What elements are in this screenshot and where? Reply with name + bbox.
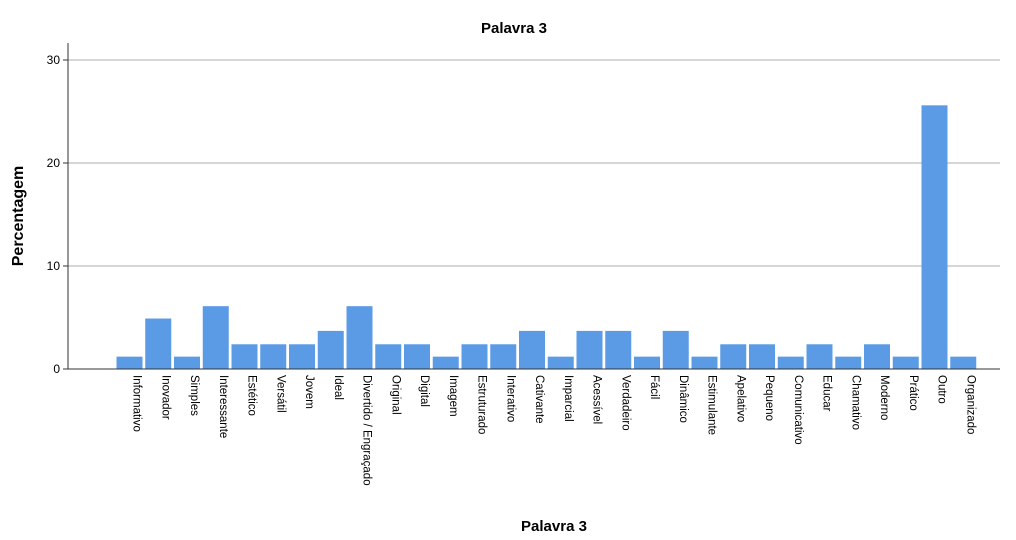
x-tick-label: Simples: [188, 375, 200, 416]
x-tick-label: Fácil: [648, 375, 660, 399]
x-tick-label: Informativo: [131, 375, 143, 432]
x-tick-label: Pequeno: [763, 375, 775, 421]
y-tick-label: 0: [53, 362, 60, 376]
bar: [289, 344, 315, 369]
x-tick-labels: Informativo Inovador Simples Interessante Es…: [131, 375, 977, 486]
bar: [749, 344, 775, 369]
x-tick-label: Original: [389, 375, 401, 415]
bar: [950, 356, 977, 369]
bar: [921, 105, 948, 369]
bar: [576, 330, 603, 369]
x-tick-label: Cativante: [533, 375, 545, 424]
x-tick-label: Estimulante: [706, 375, 718, 435]
bar: [174, 356, 200, 369]
bar: [662, 330, 689, 369]
x-tick-label: Jovem: [303, 375, 315, 409]
y-tick-labels: 0 10 20 30: [47, 53, 61, 376]
x-tick-label: Dinâmico: [677, 375, 689, 423]
x-tick-label: Estético: [246, 375, 258, 416]
bar: [116, 356, 143, 369]
bar: [519, 330, 545, 369]
y-axis-label: Percentagem: [10, 166, 27, 267]
bar: [145, 318, 172, 369]
gridlines: [68, 59, 1000, 267]
x-tick-label: Organizado: [964, 375, 976, 434]
bar: [231, 344, 258, 369]
bars: [116, 105, 977, 369]
bar: [806, 344, 833, 369]
x-tick-label: Acessível: [591, 375, 603, 424]
x-tick-label: Estruturado: [476, 375, 488, 434]
x-tick-label: Interessante: [217, 375, 229, 438]
bar: [892, 356, 919, 369]
bar: [404, 344, 430, 369]
x-tick-label: Inovador: [159, 375, 171, 420]
x-tick-label: Outro: [936, 375, 948, 404]
bar: [432, 356, 459, 369]
x-tick-label: Imparcial: [562, 375, 574, 422]
axes: [63, 43, 1000, 370]
bar: [375, 344, 402, 369]
chart-title: Palavra 3: [481, 20, 547, 37]
bar: [461, 344, 488, 369]
bar: [346, 306, 373, 369]
bar: [691, 356, 718, 369]
x-tick-label: Divertido / Engraçado: [361, 375, 373, 486]
bar: [490, 344, 517, 369]
bar: [605, 330, 632, 369]
bar: [835, 356, 862, 369]
bar: [864, 344, 890, 369]
x-tick-label: Versátil: [274, 375, 286, 413]
bar: [547, 356, 574, 369]
bar: [260, 344, 287, 369]
x-tick-label: Apelativo: [734, 375, 746, 422]
x-tick-label: Educar: [821, 375, 833, 412]
x-axis-label: Palavra 3: [521, 518, 587, 535]
x-tick-label: Interativo: [504, 375, 516, 422]
x-tick-label: Digital: [418, 375, 430, 407]
bar: [777, 356, 804, 369]
x-tick-label: Moderno: [878, 375, 890, 420]
y-tick-label: 10: [47, 259, 61, 273]
x-tick-label: Comunicativo: [792, 375, 804, 445]
x-tick-label: Chamativo: [849, 375, 861, 430]
bar: [720, 344, 747, 369]
y-tick-label: 30: [47, 53, 61, 67]
x-tick-label: Prático: [907, 375, 919, 411]
x-tick-label: Verdadeiro: [619, 375, 631, 431]
bar: [634, 356, 660, 369]
x-tick-label: Imagem: [447, 375, 459, 417]
bar: [317, 330, 344, 369]
y-tick-label: 20: [47, 156, 61, 170]
x-tick-label: Ideal: [332, 375, 344, 400]
bar: [202, 306, 229, 369]
